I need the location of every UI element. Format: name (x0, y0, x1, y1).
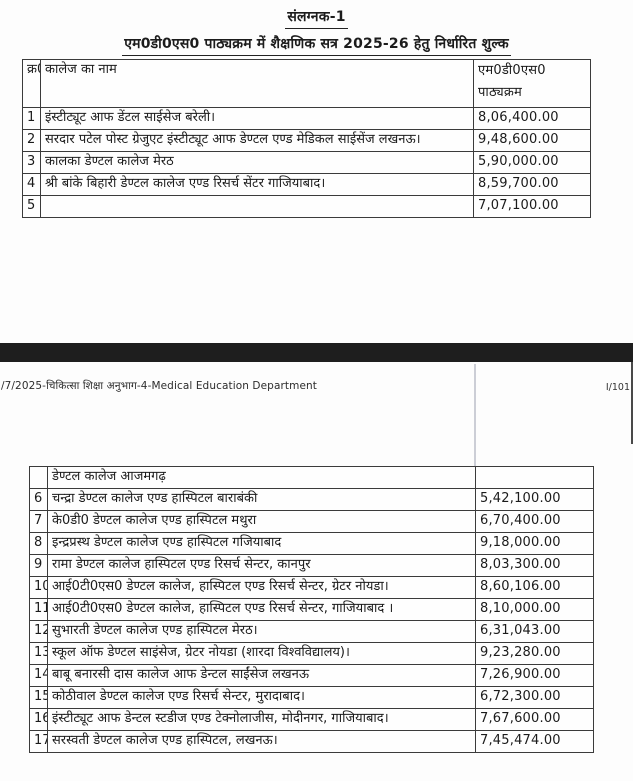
annexure-title: संलग्नक-1 (285, 7, 348, 29)
college-name-cell: इन्द्रप्रस्थ डेण्टल कालेज एण्ड हास्पिटल … (47, 532, 476, 555)
fee-amount-cell: 5,90,000.00 (473, 151, 591, 174)
college-name-cell: आई0टी0एस0 डेण्टल कालेज, हास्पिटल एण्ड रि… (47, 598, 476, 621)
fee-table-row: 7 के0डी0 डेण्टल कालेज एण्ड हास्पिटल मथुर… (29, 510, 594, 533)
fee-table-header-row: क्र0 कालेज का नाम एम0डी0एस0 पाठ्यक्रम (22, 59, 591, 108)
fee-table-row: 16 इंस्टीट्यूट आफ डेन्टल स्टडीज एण्ड टेक… (29, 708, 594, 731)
fee-amount-cell: 6,70,400.00 (475, 510, 594, 533)
serial-no-cell: 11 (29, 598, 48, 621)
college-name-cell: सरदार पटेल पोस्ट ग्रेजुएट इंस्टीट्यूट आफ… (40, 129, 474, 152)
fee-amount-cell: 9,48,600.00 (473, 129, 591, 152)
serial-no-cell: 15 (29, 686, 48, 709)
serial-no-cell: 7 (29, 510, 48, 533)
fee-table-row: 1 इंस्टीट्यूट आफ डेंटल साईसेज बरेली। 8,0… (22, 107, 591, 130)
serial-no-cell: 5 (22, 195, 41, 218)
college-name-cell: इंस्टीट्यूट आफ डेन्टल स्टडीज एण्ड टेक्नो… (47, 708, 476, 731)
fee-amount-cell: 9,18,000.00 (475, 532, 594, 555)
college-name-cell: श्री बांके बिहारी डेण्टल कालेज एण्ड रिसर… (40, 173, 474, 196)
fee-table-row: 5 7,07,100.00 (22, 195, 591, 218)
fee-amount-cell: 6,31,043.00 (475, 620, 594, 643)
fee-table-page2: डेण्टल कालेज आजमगढ़ 6 चन्द्रा डेण्टल काल… (29, 466, 594, 753)
annexure-heading: संलग्नक-1 (0, 6, 633, 29)
college-name-cell: सरस्वती डेण्टल कालेज एण्ड हास्पिटल, लखनऊ… (47, 730, 476, 753)
serial-no-cell: 9 (29, 554, 48, 577)
college-name-cell (40, 195, 474, 218)
serial-no-cell: 1 (22, 107, 41, 130)
document-title: एम0डी0एस0 पाठ्यक्रम में शैक्षणिक सत्र 20… (122, 34, 511, 56)
fee-amount-cell: 8,59,700.00 (473, 173, 591, 196)
college-name-cell: आई0टी0एस0 डेण्टल कालेज, हास्पिटल एण्ड रि… (47, 576, 476, 599)
file-reference-text: /7/2025-चिकित्सा शिक्षा अनुभाग-4-Medical… (1, 380, 317, 392)
fee-amount-cell: 7,26,900.00 (475, 664, 594, 687)
fee-table-row: 15 कोठीवाल डेण्टल कालेज एण्ड रिसर्च सेन्… (29, 686, 594, 709)
fee-amount-cell: 8,60,106.00 (475, 576, 594, 599)
fee-table-row: 2 सरदार पटेल पोस्ट ग्रेजुएट इंस्टीट्यूट … (22, 129, 591, 152)
serial-no-cell: 2 (22, 129, 41, 152)
fee-table-row: 11 आई0टी0एस0 डेण्टल कालेज, हास्पिटल एण्ड… (29, 598, 594, 621)
header-serial-no: क्र0 (22, 59, 41, 108)
fee-amount-cell (475, 466, 594, 489)
fee-table-row: 4 श्री बांके बिहारी डेण्टल कालेज एण्ड रि… (22, 173, 591, 196)
header-college-name: कालेज का नाम (40, 59, 474, 108)
serial-no-cell: 14 (29, 664, 48, 687)
page-reference-text: I/101 (605, 382, 630, 393)
fee-amount-cell: 9,23,280.00 (475, 642, 594, 665)
serial-no-cell: 16 (29, 708, 48, 731)
serial-no-cell: 10 (29, 576, 48, 599)
column-border-artifact (474, 364, 476, 467)
serial-no-cell (29, 466, 48, 489)
serial-no-cell: 3 (22, 151, 41, 174)
fee-table-carryover-row: डेण्टल कालेज आजमगढ़ (29, 466, 594, 489)
fee-amount-cell: 7,67,600.00 (475, 708, 594, 731)
college-name-cell: इंस्टीट्यूट आफ डेंटल साईसेज बरेली। (40, 107, 474, 130)
college-name-cell: चन्द्रा डेण्टल कालेज एण्ड हास्पिटल बाराब… (47, 488, 476, 511)
fee-amount-cell: 8,03,300.00 (475, 554, 594, 577)
college-name-carryover-cell: डेण्टल कालेज आजमगढ़ (47, 466, 476, 489)
fee-amount-cell: 6,72,300.00 (475, 686, 594, 709)
fee-table-row: 8 इन्द्रप्रस्थ डेण्टल कालेज एण्ड हास्पिट… (29, 532, 594, 555)
serial-no-cell: 17 (29, 730, 48, 753)
scan-edge-artifact (631, 362, 633, 444)
header-course-fee-line2: पाठ्यक्रम (478, 85, 522, 100)
serial-no-cell: 4 (22, 173, 41, 196)
college-name-cell: रामा डेण्टल कालेज हास्पिटल एण्ड रिसर्च स… (47, 554, 476, 577)
college-name-cell: सुभारती डेण्टल कालेज एण्ड हास्पिटल मेरठ। (47, 620, 476, 643)
fee-table-row: 3 कालका डेण्टल कालेज मेरठ 5,90,000.00 (22, 151, 591, 174)
fee-amount-cell: 7,45,474.00 (475, 730, 594, 753)
fee-table-row: 10 आई0टी0एस0 डेण्टल कालेज, हास्पिटल एण्ड… (29, 576, 594, 599)
scan-seam-band (0, 343, 633, 362)
fee-table-row: 17 सरस्वती डेण्टल कालेज एण्ड हास्पिटल, ल… (29, 730, 594, 753)
fee-amount-cell: 8,06,400.00 (473, 107, 591, 130)
fee-table-page1: क्र0 कालेज का नाम एम0डी0एस0 पाठ्यक्रम 1 … (22, 59, 591, 218)
serial-no-cell: 6 (29, 488, 48, 511)
header-course-fee: एम0डी0एस0 पाठ्यक्रम (473, 59, 591, 108)
fee-table-row: 6 चन्द्रा डेण्टल कालेज एण्ड हास्पिटल बार… (29, 488, 594, 511)
college-name-cell: बाबू बनारसी दास कालेज आफ डेन्टल साईंसेज … (47, 664, 476, 687)
college-name-cell: स्कूल ऑफ डेण्टल साइंसेज, ग्रेटर नोयडा (श… (47, 642, 476, 665)
college-name-cell: के0डी0 डेण्टल कालेज एण्ड हास्पिटल मथुरा (47, 510, 476, 533)
serial-no-cell: 8 (29, 532, 48, 555)
college-name-cell: कालका डेण्टल कालेज मेरठ (40, 151, 474, 174)
fee-amount-cell: 5,42,100.00 (475, 488, 594, 511)
college-name-cell: कोठीवाल डेण्टल कालेज एण्ड रिसर्च सेन्टर,… (47, 686, 476, 709)
fee-table-row: 9 रामा डेण्टल कालेज हास्पिटल एण्ड रिसर्च… (29, 554, 594, 577)
fee-table-row: 12 सुभारती डेण्टल कालेज एण्ड हास्पिटल मे… (29, 620, 594, 643)
fee-table-row: 13 स्कूल ऑफ डेण्टल साइंसेज, ग्रेटर नोयडा… (29, 642, 594, 665)
serial-no-cell: 13 (29, 642, 48, 665)
fee-amount-cell: 7,07,100.00 (473, 195, 591, 218)
fee-table-row: 14 बाबू बनारसी दास कालेज आफ डेन्टल साईंस… (29, 664, 594, 687)
serial-no-cell: 12 (29, 620, 48, 643)
fee-amount-cell: 8,10,000.00 (475, 598, 594, 621)
document-heading: एम0डी0एस0 पाठ्यक्रम में शैक्षणिक सत्र 20… (0, 33, 633, 56)
header-course-fee-line1: एम0डी0एस0 (478, 63, 546, 78)
